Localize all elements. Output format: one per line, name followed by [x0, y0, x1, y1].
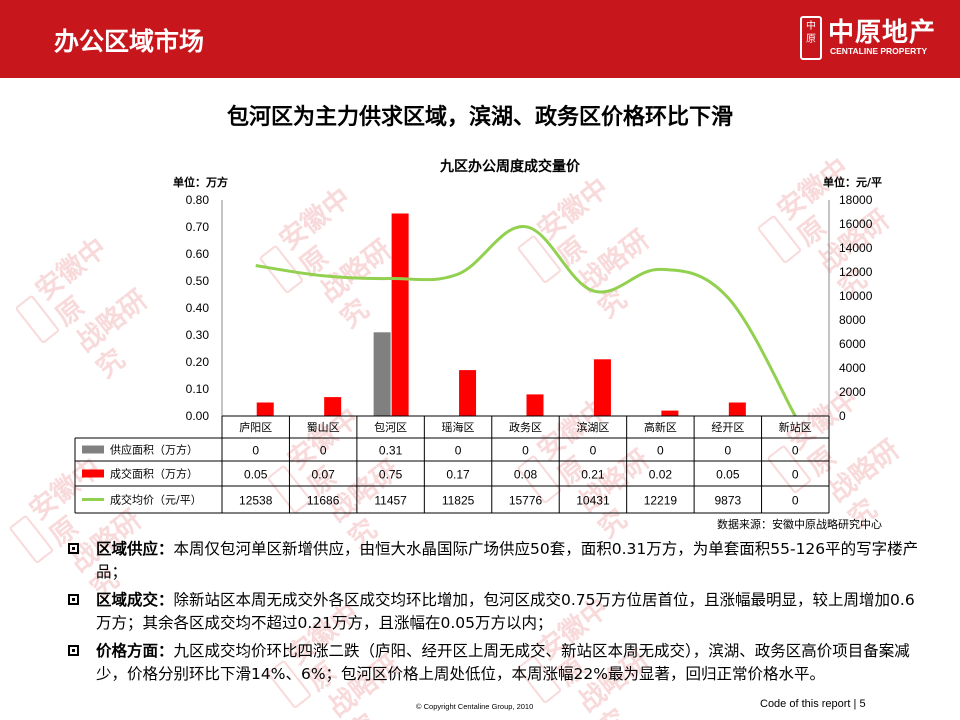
- legend-label: 成交均价（元/平）: [110, 493, 202, 507]
- table-value: 0.07: [311, 468, 335, 482]
- logo-chinese-name: 中原地产: [828, 18, 937, 48]
- page-title: 办公区域市场: [54, 27, 205, 56]
- bullet-text: 除新站区本周无成交外各区成交均环比增加，包河区成交0.75万方位居首位，且涨幅最…: [96, 591, 915, 632]
- y-right-tick-label: 8000: [839, 313, 866, 327]
- deal-bar: [459, 370, 477, 416]
- deal-bar: [661, 410, 679, 416]
- x-category-label: 政务区: [509, 420, 542, 434]
- y-left-tick-label: 0.70: [186, 220, 210, 234]
- square-bullet-icon: [68, 543, 79, 554]
- table-value: 0.05: [716, 468, 740, 482]
- y-left-tick-label: 0.60: [186, 247, 210, 261]
- table-value: 0.05: [244, 468, 268, 482]
- y-left-tick-label: 0.40: [186, 301, 210, 315]
- table-value: 9873: [714, 494, 741, 508]
- y-left-tick-label: 0.50: [186, 274, 210, 288]
- y-left-tick-label: 0.80: [186, 193, 210, 207]
- table-value: 0.21: [581, 468, 605, 482]
- data-source-note: 数据来源：安徽中原战略研究中心: [717, 517, 882, 531]
- y-right-tick-label: 0: [839, 409, 846, 423]
- header-bar: 办公区域市场 中原 中原地产 CENTALINE PROPERTY: [0, 0, 960, 78]
- table-value: 15776: [509, 494, 543, 508]
- y-right-tick-label: 10000: [839, 289, 873, 303]
- x-category-label: 庐阳区: [239, 420, 272, 434]
- centaline-logo: 中原 中原地产 CENTALINE PROPERTY: [800, 12, 950, 66]
- y-right-tick-label: 12000: [839, 265, 873, 279]
- square-bullet-icon: [68, 594, 79, 605]
- deal-bar: [728, 402, 746, 416]
- table-value: 11457: [374, 494, 407, 508]
- table-value: 0: [455, 444, 462, 458]
- table-value: 0: [522, 444, 529, 458]
- y-right-unit-label: 单位：元/平: [823, 175, 882, 189]
- bullet-list: 区域供应：本周仅包河单区新增供应，由恒大水晶国际广场供应50套，面积0.31万方…: [68, 538, 928, 691]
- table-value: 0: [792, 468, 799, 482]
- chart-title: 九区办公周度成交量价: [439, 158, 581, 175]
- y-right-tick-label: 4000: [839, 361, 866, 375]
- logo-english-name: CENTALINE PROPERTY: [830, 46, 928, 56]
- x-category-label: 蜀山区: [307, 421, 340, 434]
- deal-bar: [324, 397, 342, 416]
- bullet-deal: 区域成交：除新站区本周无成交外各区成交均环比增加，包河区成交0.75万方位居首位…: [68, 589, 928, 635]
- footer-report-code: Code of this report | 5: [760, 698, 866, 710]
- table-value: 10431: [576, 494, 610, 508]
- table-value: 0.31: [379, 444, 403, 458]
- legend-label: 成交面积（万方）: [110, 467, 198, 481]
- table-value: 0: [590, 444, 597, 458]
- y-right-tick-label: 2000: [839, 385, 866, 399]
- y-left-tick-label: 0.30: [186, 328, 210, 342]
- legend-swatch: [82, 469, 104, 478]
- y-left-tick-label: 0.10: [186, 382, 210, 396]
- y-right-tick-label: 6000: [839, 337, 866, 351]
- logo-seal-icon: 中原: [800, 16, 822, 60]
- slide-headline: 包河区为主力供求区域，滨湖、政务区价格环比下滑: [226, 105, 733, 130]
- table-value: 0.75: [379, 468, 403, 482]
- y-left-tick-label: 0.20: [186, 355, 210, 369]
- y-left-unit-label: 单位：万方: [173, 175, 228, 189]
- table-value: 0: [252, 444, 259, 458]
- table-value: 0: [792, 444, 799, 458]
- table-value: 0.02: [649, 468, 673, 482]
- bullet-price: 价格方面：九区成交均价环比四涨二跌（庐阳、经开区上周无成交、新站区本周无成交），…: [68, 640, 928, 686]
- table-value: 12538: [239, 494, 273, 508]
- deal-bar: [593, 359, 611, 416]
- legend-label: 供应面积（万方）: [110, 443, 198, 457]
- table-value: 0.17: [446, 468, 470, 482]
- bullet-label: 区域成交：: [96, 591, 174, 609]
- x-category-label: 瑶海区: [442, 420, 475, 434]
- table-value: 11825: [442, 494, 475, 508]
- x-category-label: 高新区: [644, 420, 677, 434]
- footer-copyright: © Copyright Centaline Group, 2010: [416, 702, 534, 711]
- table-value: 11686: [307, 494, 340, 508]
- y-right-tick-label: 18000: [839, 193, 873, 207]
- x-category-label: 包河区: [374, 421, 407, 434]
- table-value: 0: [724, 444, 731, 458]
- table-value: 12219: [644, 494, 678, 508]
- bullet-text: 本周仅包河单区新增供应，由恒大水晶国际广场供应50套，面积0.31万方，为单套面…: [96, 540, 919, 581]
- bullet-supply: 区域供应：本周仅包河单区新增供应，由恒大水晶国际广场供应50套，面积0.31万方…: [68, 538, 928, 584]
- bullet-label: 区域供应：: [96, 540, 174, 558]
- table-value: 0.08: [514, 468, 538, 482]
- deal-bar: [256, 402, 274, 416]
- y-right-tick-label: 16000: [839, 217, 873, 231]
- table-value: 0: [657, 444, 664, 458]
- bullet-text: 九区成交均价环比四涨二跌（庐阳、经开区上周无成交、新站区本周无成交），滨湖、政务…: [96, 642, 910, 683]
- price-series-line: [255, 225, 797, 417]
- deal-bar: [526, 394, 544, 416]
- table-value: 0: [320, 444, 327, 458]
- x-category-label: 滨湖区: [576, 420, 609, 434]
- x-category-label: 经开区: [711, 421, 744, 434]
- legend-swatch: [82, 445, 104, 454]
- supply-bar: [373, 332, 391, 416]
- deal-bar: [391, 213, 409, 416]
- table-value: 0: [792, 494, 799, 508]
- y-right-tick-label: 14000: [839, 241, 873, 255]
- x-category-label: 新站区: [779, 420, 812, 434]
- bullet-label: 价格方面：: [96, 642, 174, 660]
- square-bullet-icon: [68, 645, 79, 656]
- y-left-tick-label: 0.00: [186, 409, 210, 423]
